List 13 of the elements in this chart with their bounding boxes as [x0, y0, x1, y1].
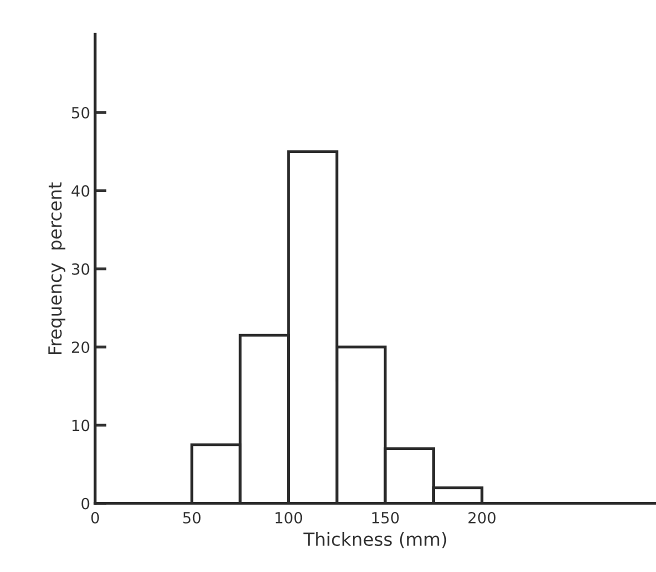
- y-tick-label: 40: [72, 185, 90, 197]
- y-tick-label: 30: [72, 263, 90, 275]
- y-tick-label: 50: [72, 106, 90, 119]
- x-tick-label: 0: [91, 512, 99, 524]
- y-axis-title: Frequency percent: [48, 182, 66, 354]
- y-tick-label: 10: [72, 420, 90, 432]
- y-tick-label: 20: [72, 341, 90, 354]
- x-tick-label: 100: [276, 512, 302, 524]
- x-axis-title: Thickness (mm): [303, 532, 446, 548]
- x-tick-label: 150: [372, 512, 399, 524]
- x-tick-label: 200: [468, 512, 496, 524]
- y-tick-label: 0: [82, 498, 90, 510]
- x-tick-label: 50: [183, 512, 201, 524]
